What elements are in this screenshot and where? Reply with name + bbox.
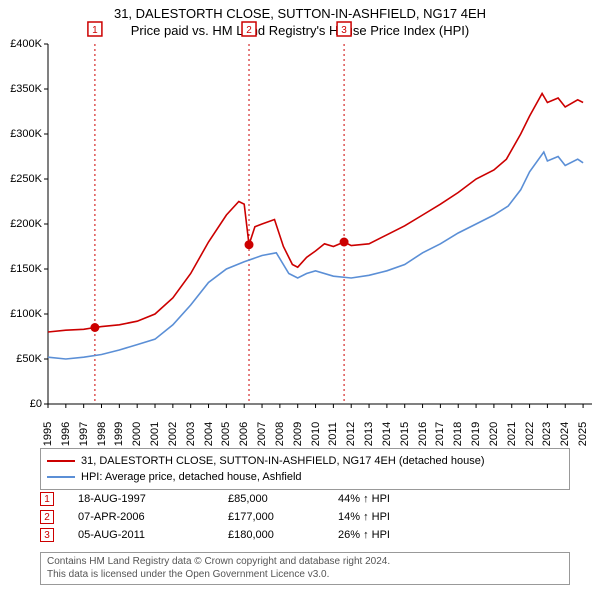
legend-swatch xyxy=(47,460,75,462)
x-tick-label: 2012 xyxy=(345,422,357,446)
event-number-box: 1 xyxy=(40,492,54,506)
x-tick-label: 2021 xyxy=(506,422,518,446)
event-pct: 26% ↑ HPI xyxy=(338,529,390,541)
x-tick-label: 2008 xyxy=(274,422,286,446)
x-tick-label: 2006 xyxy=(238,422,250,446)
x-tick-label: 2020 xyxy=(488,422,500,446)
legend-item: HPI: Average price, detached house, Ashf… xyxy=(47,469,563,485)
y-tick-label: £0 xyxy=(30,398,42,410)
svg-text:3: 3 xyxy=(341,25,347,36)
x-tick-label: 1998 xyxy=(96,422,108,446)
x-tick-label: 2025 xyxy=(577,422,589,446)
y-tick-label: £250K xyxy=(10,173,42,185)
x-tick-label: 2022 xyxy=(524,422,536,446)
x-tick-label: 2018 xyxy=(452,422,464,446)
y-tick-label: £100K xyxy=(10,308,42,320)
footer-line1: Contains HM Land Registry data © Crown c… xyxy=(47,556,563,569)
x-tick-label: 2023 xyxy=(541,422,553,446)
x-tick-label: 1995 xyxy=(42,422,54,446)
plot-area: 123 xyxy=(48,44,592,404)
x-tick-label: 2011 xyxy=(327,422,339,446)
event-number-box: 3 xyxy=(40,528,54,542)
x-tick-label: 2015 xyxy=(399,422,411,446)
event-date: 07-APR-2006 xyxy=(78,511,228,523)
event-price: £85,000 xyxy=(228,493,338,505)
x-tick-label: 2010 xyxy=(310,422,322,446)
y-tick-label: £200K xyxy=(10,218,42,230)
event-price: £180,000 xyxy=(228,529,338,541)
legend-label: 31, DALESTORTH CLOSE, SUTTON-IN-ASHFIELD… xyxy=(81,455,484,467)
x-tick-label: 1996 xyxy=(60,422,72,446)
x-tick-label: 1997 xyxy=(78,422,90,446)
event-table: 1 18-AUG-1997£85,00044% ↑ HPI 2 07-APR-2006… xyxy=(40,490,570,544)
x-tick-label: 2009 xyxy=(292,422,304,446)
x-axis-labels: 1995199619971998199920002001200220032004… xyxy=(48,406,592,442)
y-tick-label: £300K xyxy=(10,128,42,140)
event-number-box: 2 xyxy=(40,510,54,524)
event-price: £177,000 xyxy=(228,511,338,523)
x-tick-label: 2007 xyxy=(256,422,268,446)
event-date: 18-AUG-1997 xyxy=(78,493,228,505)
y-tick-label: £400K xyxy=(10,38,42,50)
x-tick-label: 1999 xyxy=(113,422,125,446)
legend-swatch xyxy=(47,476,75,478)
legend: 31, DALESTORTH CLOSE, SUTTON-IN-ASHFIELD… xyxy=(40,448,570,490)
event-pct: 44% ↑ HPI xyxy=(338,493,390,505)
x-tick-label: 2013 xyxy=(363,422,375,446)
plot-svg: 123 xyxy=(48,44,592,404)
x-tick-label: 2017 xyxy=(434,422,446,446)
y-tick-label: £150K xyxy=(10,263,42,275)
x-tick-label: 2001 xyxy=(149,422,161,446)
event-row: 2 07-APR-2006£177,00014% ↑ HPI xyxy=(40,508,570,526)
chart-container: 31, DALESTORTH CLOSE, SUTTON-IN-ASHFIELD… xyxy=(0,0,600,590)
event-date: 05-AUG-2011 xyxy=(78,529,228,541)
footer: Contains HM Land Registry data © Crown c… xyxy=(40,552,570,585)
y-tick-label: £350K xyxy=(10,83,42,95)
footer-line2: This data is licensed under the Open Gov… xyxy=(47,569,563,582)
x-tick-label: 2016 xyxy=(417,422,429,446)
y-tick-label: £50K xyxy=(16,353,42,365)
x-tick-label: 2004 xyxy=(203,422,215,446)
event-row: 1 18-AUG-1997£85,00044% ↑ HPI xyxy=(40,490,570,508)
svg-text:2: 2 xyxy=(246,25,252,36)
y-axis-labels: £0£50K£100K£150K£200K£250K£300K£350K£400… xyxy=(0,44,46,404)
x-tick-label: 2003 xyxy=(185,422,197,446)
x-tick-label: 2024 xyxy=(559,422,571,446)
legend-item: 31, DALESTORTH CLOSE, SUTTON-IN-ASHFIELD… xyxy=(47,453,563,469)
legend-label: HPI: Average price, detached house, Ashf… xyxy=(81,471,302,483)
title-address: 31, DALESTORTH CLOSE, SUTTON-IN-ASHFIELD… xyxy=(0,6,600,23)
x-tick-label: 2014 xyxy=(381,422,393,446)
x-tick-label: 2000 xyxy=(131,422,143,446)
x-tick-label: 2002 xyxy=(167,422,179,446)
chart-area: £0£50K£100K£150K£200K£250K£300K£350K£400… xyxy=(0,44,600,444)
event-pct: 14% ↑ HPI xyxy=(338,511,390,523)
x-tick-label: 2005 xyxy=(220,422,232,446)
x-tick-label: 2019 xyxy=(470,422,482,446)
svg-text:1: 1 xyxy=(92,25,98,36)
event-row: 3 05-AUG-2011£180,00026% ↑ HPI xyxy=(40,526,570,544)
